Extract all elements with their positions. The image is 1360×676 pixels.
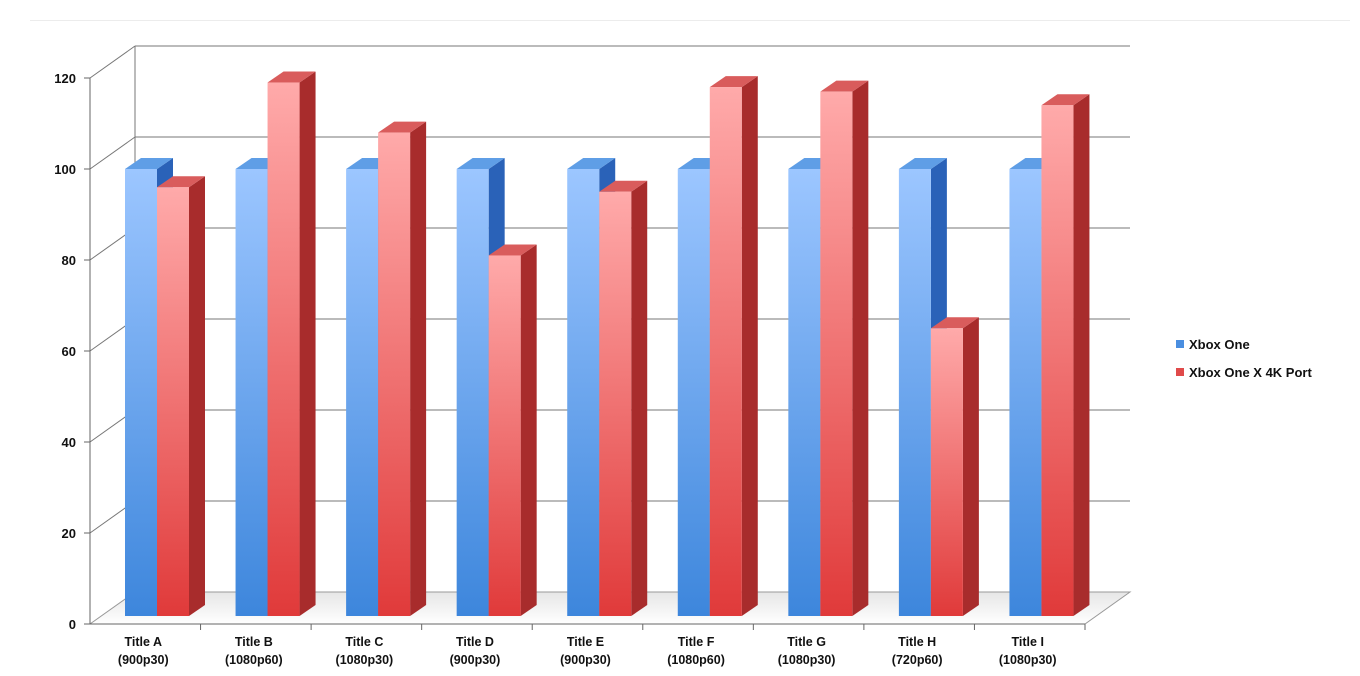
x-tick-label: Title A [125, 635, 163, 649]
bar-side [852, 80, 869, 616]
bar-top [567, 158, 616, 169]
x-tick-sublabel: (1080p30) [778, 653, 836, 667]
legend-swatch-xbox-one-x [1176, 368, 1184, 376]
x-tick-label: Title G [787, 635, 826, 649]
bar-top [599, 180, 648, 192]
x-tick-sublabel: (1080p30) [336, 653, 394, 667]
gridline-side [89, 136, 136, 170]
bar-xbox-one [1009, 169, 1042, 616]
legend-label-xbox-one-x: Xbox One X 4K Port [1189, 364, 1312, 380]
bar-xbox-one [788, 169, 821, 616]
legend-item-xbox-one: Xbox One [1176, 330, 1312, 358]
bar-xbox-one-x [267, 82, 300, 617]
y-tick-label: 20 [62, 526, 76, 541]
bar-xbox-one-x [378, 132, 411, 616]
bar-top [1041, 94, 1090, 106]
bar-top [488, 244, 537, 256]
y-tick-label: 40 [62, 435, 76, 450]
bar-xbox-one [125, 169, 157, 616]
x-tick-label: Title E [567, 635, 604, 649]
bar-xbox-one [456, 169, 489, 616]
x-tick-label: Title C [345, 635, 383, 649]
y-tick-label: 60 [62, 344, 76, 359]
legend-label-xbox-one: Xbox One [1189, 336, 1250, 352]
bar-side [410, 121, 427, 616]
legend: Xbox One Xbox One X 4K Port [1176, 330, 1312, 386]
bar-top [157, 176, 205, 188]
x-tick-label: Title H [898, 635, 936, 649]
legend-item-xbox-one-x: Xbox One X 4K Port [1176, 358, 1312, 386]
bar-side [962, 317, 979, 616]
bar-xbox-one-x [820, 91, 853, 616]
bar-top [820, 80, 869, 92]
y-tick-label: 80 [62, 253, 76, 268]
bar-top [930, 317, 979, 329]
bar-xbox-one-x [1041, 105, 1074, 617]
bar-top [456, 158, 505, 169]
x-tick-sublabel: (1080p60) [225, 653, 283, 667]
y-tick-label: 0 [69, 617, 76, 632]
bar-side [520, 244, 537, 616]
bar-side [299, 71, 316, 617]
bar-xbox-one [898, 169, 931, 616]
y-tick-label: 120 [54, 71, 76, 86]
bar-xbox-one [677, 169, 710, 616]
bar-xbox-one-x [930, 328, 963, 616]
x-tick-sublabel: (900p30) [450, 653, 501, 667]
bar-xbox-one-x [488, 255, 521, 616]
legend-swatch-xbox-one [1176, 340, 1184, 348]
bar-xbox-one-x [599, 191, 632, 616]
bar-xbox-one [567, 169, 600, 616]
x-tick-label: Title D [456, 635, 494, 649]
x-tick-sublabel: (720p60) [892, 653, 943, 667]
x-tick-label: Title I [1012, 635, 1044, 649]
x-tick-sublabel: (900p30) [118, 653, 169, 667]
x-tick-label: Title F [678, 635, 715, 649]
bar-xbox-one-x [157, 187, 189, 616]
bar-top [378, 121, 427, 133]
bar-top [125, 158, 173, 169]
gridline-side [89, 45, 136, 79]
x-tick-label: Title B [235, 635, 273, 649]
bar-top [898, 158, 947, 169]
bar-side [1073, 94, 1090, 617]
x-tick-sublabel: (1080p30) [999, 653, 1057, 667]
top-rule [30, 20, 1350, 21]
bar-side [631, 180, 648, 616]
bar-side [189, 176, 205, 616]
x-tick-sublabel: (1080p60) [667, 653, 725, 667]
bar-xbox-one-x [709, 87, 742, 617]
bar-top [267, 71, 316, 83]
x-tick-sublabel: (900p30) [560, 653, 611, 667]
bar-xbox-one [346, 169, 379, 616]
y-tick-label: 100 [54, 162, 76, 177]
bar-xbox-one [235, 169, 268, 616]
bar-side [741, 76, 758, 617]
bar-top [709, 76, 758, 88]
